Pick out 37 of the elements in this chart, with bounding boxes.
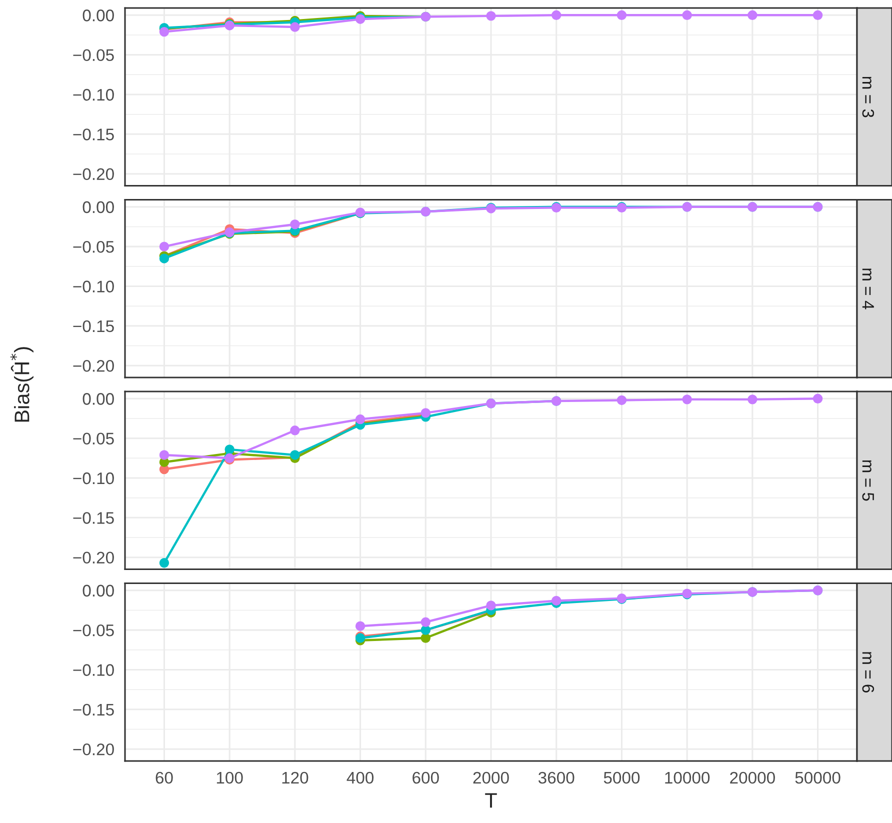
y-tick-label: 0.00	[82, 393, 114, 405]
y-tick-label: −0.20	[73, 168, 114, 180]
y-tick-label: −0.10	[73, 88, 114, 101]
y-axis-title: Bias(Ĥ$^{*}$)	[10, 347, 34, 422]
x-tick-label: 5000	[604, 772, 640, 784]
y-tick-label: 0.00	[82, 584, 114, 597]
x-tick-label: 20000	[730, 772, 775, 784]
x-tick-label: 100	[216, 772, 243, 784]
y-tick-label: −0.15	[73, 704, 114, 716]
x-tick-label: 400	[346, 772, 374, 784]
y-tick-label: −0.05	[73, 49, 114, 62]
y-tick-label: −0.15	[73, 320, 114, 332]
text: m = 4	[862, 268, 874, 310]
x-tick-label: 10000	[665, 772, 710, 784]
x-tick-label: 50000	[795, 772, 840, 784]
text: m = 5	[862, 460, 874, 501]
y-tick-label: −0.15	[73, 128, 114, 140]
text: m = 6	[862, 652, 874, 692]
x-tick-label: 600	[412, 772, 439, 784]
y-tick-label: −0.05	[73, 240, 114, 253]
x-tick-label: 120	[282, 772, 308, 784]
y-tick-label: −0.10	[73, 664, 114, 676]
text: m = 3	[862, 76, 874, 118]
y-tick-label: 0.00	[82, 201, 114, 214]
y-tick-label: 0.00	[82, 10, 114, 22]
y-tick-label: −0.20	[73, 552, 114, 564]
y-tick-label: −0.05	[73, 624, 114, 636]
y-tick-label: −0.20	[73, 744, 114, 756]
x-axis-title: T	[485, 793, 497, 808]
x-tick-label: 60	[156, 772, 173, 784]
y-tick-label: −0.10	[73, 280, 114, 292]
y-tick-label: −0.15	[73, 512, 114, 524]
x-tick-label: 2000	[473, 772, 509, 784]
x-tick-label: 3600	[538, 772, 574, 784]
y-tick-label: −0.10	[73, 472, 114, 484]
y-tick-label: −0.05	[73, 432, 114, 445]
y-tick-label: −0.20	[73, 360, 114, 372]
